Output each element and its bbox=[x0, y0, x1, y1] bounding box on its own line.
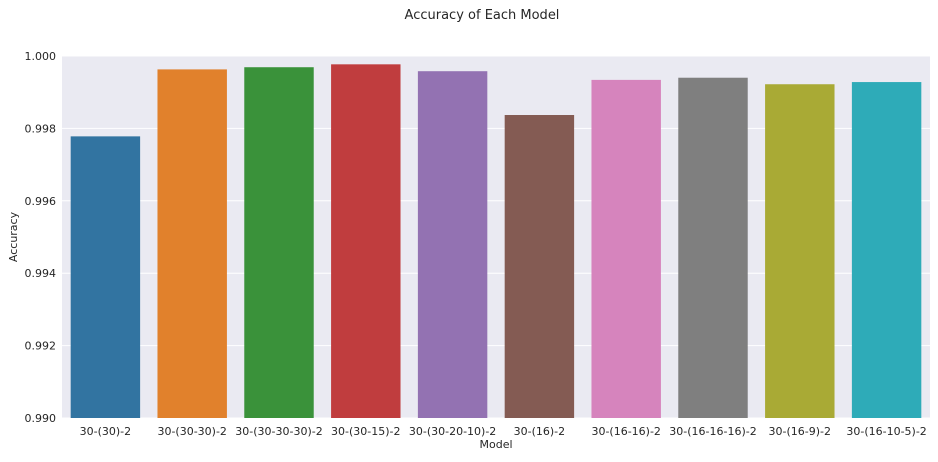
x-tick-label: 30-(30-30)-2 bbox=[157, 425, 226, 438]
bar bbox=[244, 67, 314, 419]
x-tick-label: 30-(16-16-16)-2 bbox=[669, 425, 756, 438]
chart-title: Accuracy of Each Model bbox=[405, 8, 560, 23]
bar bbox=[765, 84, 835, 419]
y-tick-label: 0.992 bbox=[25, 340, 57, 353]
y-tick-label: 0.996 bbox=[25, 195, 57, 208]
y-tick-label: 0.990 bbox=[25, 412, 57, 425]
x-tick-label: 30-(30-30-30)-2 bbox=[235, 425, 322, 438]
bar bbox=[417, 71, 488, 418]
x-tick-labels: 30-(30)-2 30-(30-30)-2 30-(30-30-30)-2 30-(… bbox=[80, 425, 927, 438]
y-tick-label: 0.998 bbox=[25, 122, 57, 135]
bar bbox=[70, 136, 141, 418]
x-tick-label: 30-(16-9)-2 bbox=[769, 425, 831, 438]
bar bbox=[851, 82, 922, 419]
x-tick-label: 30-(16-16)-2 bbox=[591, 425, 660, 438]
bar bbox=[591, 79, 661, 418]
bar bbox=[678, 77, 748, 418]
bar bbox=[331, 64, 401, 419]
y-axis-label: Accuracy bbox=[7, 211, 20, 262]
x-axis-label: Model bbox=[479, 438, 512, 451]
y-tick-label: 1.000 bbox=[25, 50, 57, 63]
x-tick-label: 30-(30-15)-2 bbox=[331, 425, 400, 438]
y-tick-label: 0.994 bbox=[25, 267, 57, 280]
x-tick-label: 30-(16)-2 bbox=[514, 425, 566, 438]
bar bbox=[504, 115, 575, 419]
bar bbox=[157, 69, 227, 419]
x-tick-label: 30-(30)-2 bbox=[80, 425, 132, 438]
y-tick-labels: 0.990 0.992 0.994 0.996 0.998 1.000 bbox=[25, 50, 57, 425]
bars bbox=[70, 64, 922, 419]
x-tick-label: 30-(16-10-5)-2 bbox=[846, 425, 926, 438]
x-tick-label: 30-(30-20-10)-2 bbox=[409, 425, 496, 438]
